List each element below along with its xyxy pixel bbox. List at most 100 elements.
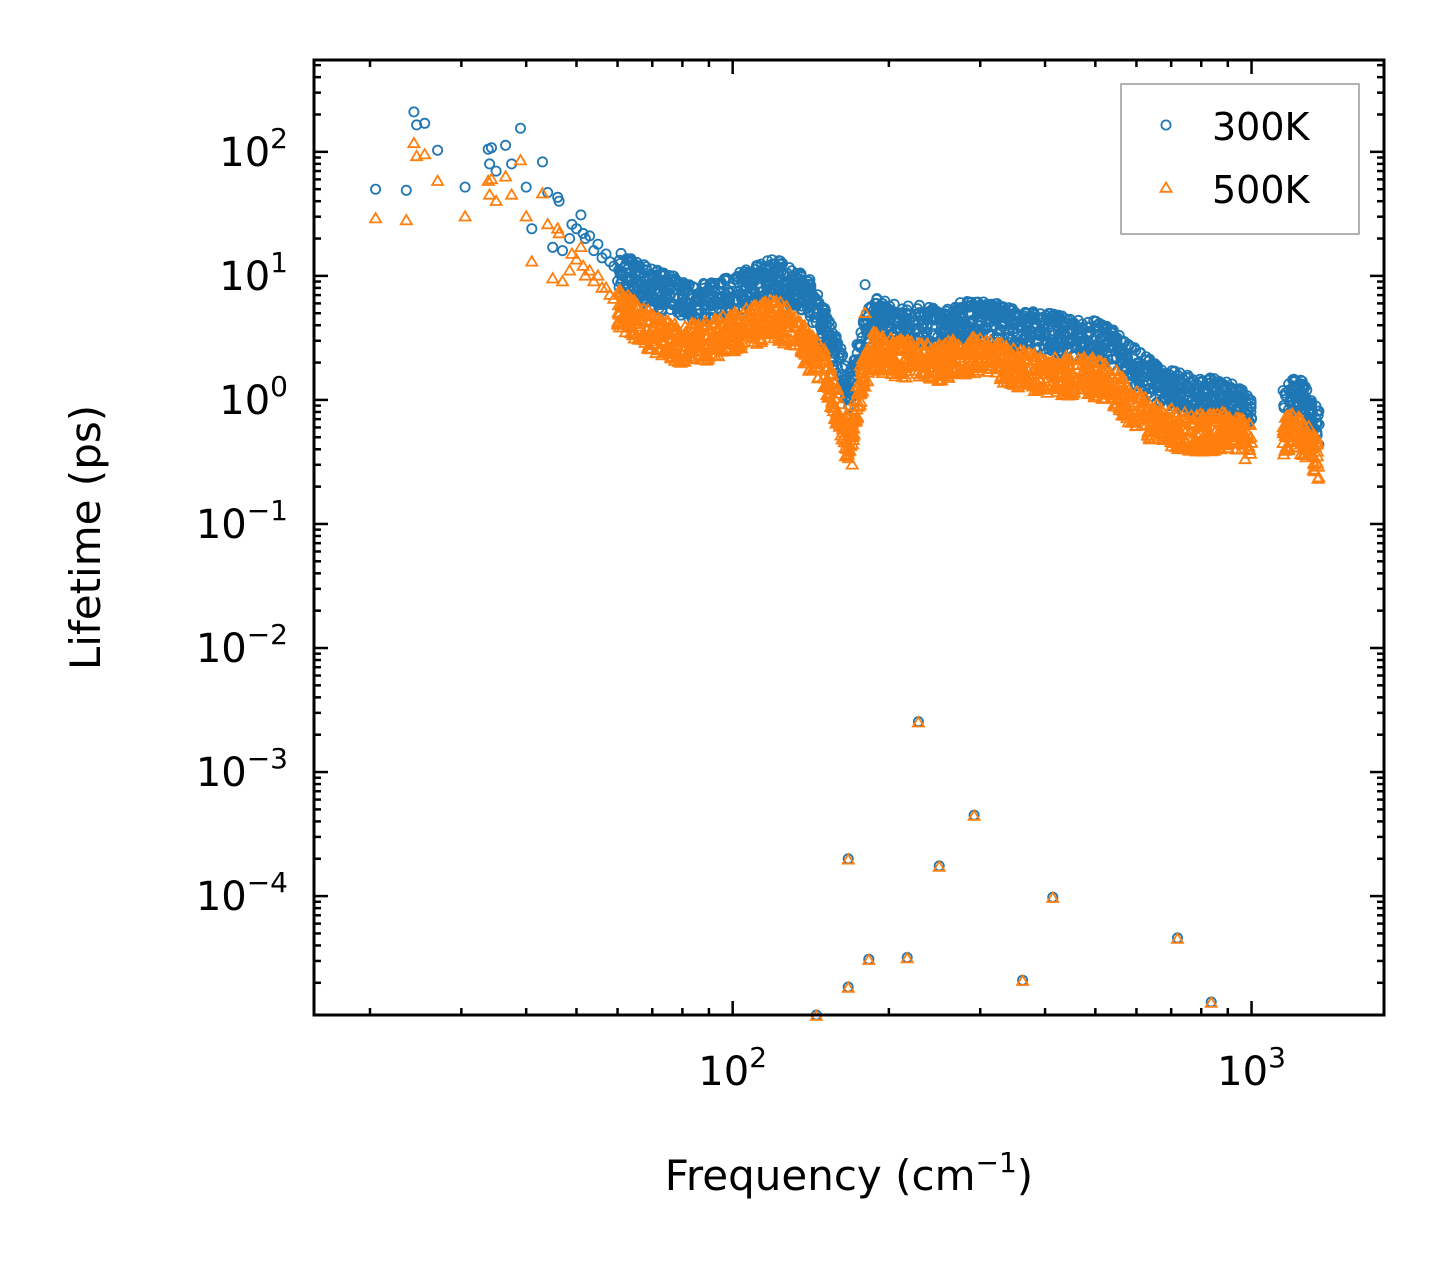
data-point [921, 354, 936, 367]
data-point [1238, 452, 1253, 465]
data-point [703, 293, 715, 305]
data-point [1299, 450, 1314, 463]
data-point [577, 227, 589, 239]
data-point [540, 217, 555, 230]
data-point [810, 293, 822, 305]
outlier-points [809, 715, 1219, 1021]
data-point [884, 331, 899, 344]
data-point [748, 276, 760, 288]
data-point [676, 289, 688, 301]
data-point [630, 270, 642, 282]
data-point [816, 315, 828, 327]
data-point [526, 223, 538, 235]
data-point [777, 300, 792, 313]
data-point [1075, 326, 1087, 338]
data-point [1289, 415, 1304, 428]
data-point [590, 268, 605, 281]
data-point [921, 307, 933, 319]
data-point [960, 323, 972, 335]
data-point [939, 325, 951, 337]
data-point [724, 311, 739, 324]
y-tick-label: 10−3 [196, 742, 288, 796]
data-point [736, 323, 751, 336]
data-point [884, 300, 896, 312]
data-point [1221, 421, 1236, 434]
data-point [1077, 352, 1092, 365]
data-point [1002, 308, 1014, 320]
data-point [1015, 319, 1027, 331]
data-point [796, 356, 811, 369]
data-point [714, 292, 726, 304]
y-tick-label: 100 [219, 370, 288, 424]
data-point [1184, 386, 1196, 398]
data-point [1143, 411, 1159, 424]
data-point [996, 306, 1008, 318]
series-500k [368, 136, 1326, 484]
data-point [777, 325, 792, 338]
data-point [892, 342, 907, 355]
data-point [1132, 390, 1147, 404]
data-point [1296, 430, 1311, 443]
data-point [399, 213, 414, 226]
data-point [950, 317, 962, 329]
data-point [1165, 380, 1177, 392]
data-point [910, 323, 922, 335]
data-point [839, 435, 854, 448]
data-point [779, 276, 791, 288]
outlier-point-500k [900, 951, 915, 964]
data-point [1123, 340, 1135, 352]
data-point [765, 327, 780, 340]
data-point [933, 313, 945, 325]
data-point [628, 311, 643, 324]
data-point [430, 173, 445, 186]
data-point [848, 413, 863, 426]
data-point [887, 355, 902, 368]
data-point [747, 334, 762, 347]
y-tick-label: 10−1 [196, 494, 288, 548]
data-point [720, 320, 735, 333]
data-point [941, 353, 956, 366]
data-point [949, 345, 964, 358]
data-point [1106, 399, 1121, 412]
data-point [899, 319, 911, 331]
data-point [818, 302, 830, 314]
data-point [1186, 417, 1201, 430]
data-point [557, 245, 569, 257]
data-point [1098, 356, 1113, 369]
legend-box [1120, 83, 1360, 235]
data-point [1207, 425, 1223, 438]
data-point [547, 241, 559, 253]
data-point [642, 342, 657, 355]
data-point [816, 327, 828, 339]
data-point [513, 153, 528, 166]
plot-layer [368, 106, 1326, 1021]
data-point [417, 147, 432, 160]
data-point [1221, 376, 1233, 388]
data-point [701, 323, 716, 336]
data-point [615, 247, 627, 259]
data-point [1026, 364, 1041, 377]
data-point [622, 254, 634, 266]
data-point [833, 351, 845, 363]
data-point [842, 416, 857, 429]
data-point [1173, 426, 1188, 439]
data-point [663, 269, 675, 281]
data-point [762, 305, 778, 319]
data-point [818, 362, 833, 375]
tick-labels: 102 103 102 101 100 10−1 10−2 10−3 10−4 [196, 122, 1286, 1095]
data-point [1303, 407, 1315, 419]
legend-label-300k: 300K [1212, 105, 1311, 149]
data-point [1217, 391, 1229, 403]
data-point [877, 313, 889, 325]
data-point [757, 314, 772, 327]
data-point [942, 362, 957, 375]
data-point [831, 411, 846, 424]
data-point [1278, 399, 1290, 411]
data-point [738, 266, 750, 278]
data-point [990, 312, 1002, 324]
data-point [1017, 346, 1033, 359]
data-point [841, 447, 856, 460]
data-point [841, 451, 856, 464]
data-point [955, 353, 970, 366]
